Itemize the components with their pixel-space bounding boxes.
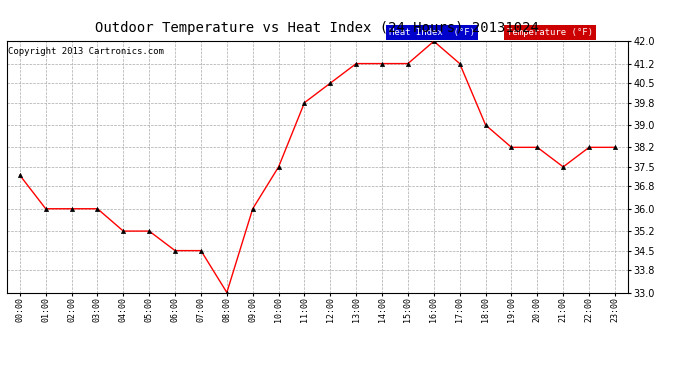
Text: Outdoor Temperature vs Heat Index (24 Hours) 20131024: Outdoor Temperature vs Heat Index (24 Ho… <box>95 21 540 34</box>
Text: Temperature (°F): Temperature (°F) <box>506 28 593 37</box>
Text: Copyright 2013 Cartronics.com: Copyright 2013 Cartronics.com <box>8 47 164 56</box>
Text: Heat Index  (°F): Heat Index (°F) <box>389 28 475 37</box>
